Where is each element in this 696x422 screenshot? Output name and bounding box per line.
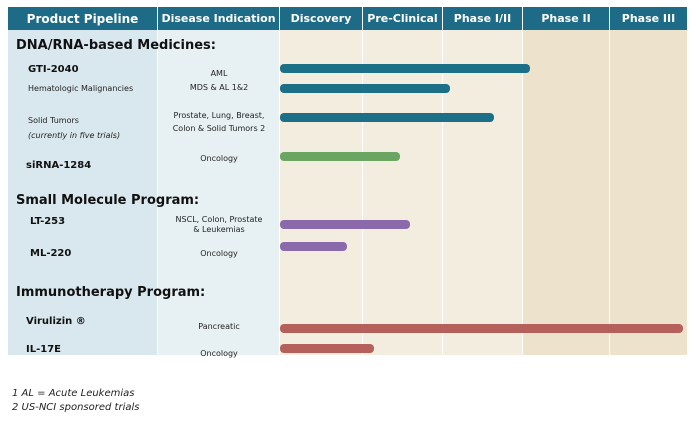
indication-solid-2: Colon & Solid Tumors 2 [172,124,266,133]
product-virulizin: Virulizin ® [26,316,86,327]
indication-virulizin: Pancreatic [198,322,240,331]
product-hematologic: Hematologic Malignancies [28,84,134,93]
product-gti-2040: GTI-2040 [28,64,79,75]
section-small-molecule: Small Molecule Program: [16,193,200,208]
indication-ml-220: Oncology [200,249,238,258]
progress-bar-lt-253 [280,220,411,229]
header-product: Product Pipeline [8,7,158,30]
header-phase-1-2: Phase I/II [443,7,523,30]
product-solid-tumors: Solid Tumors [28,116,79,125]
indication-column [158,30,280,355]
header-phase-3: Phase III [610,7,688,30]
header-indication: Disease Indication [158,7,280,30]
indication-solid-1: Prostate, Lung, Breast, [173,111,265,120]
progress-bar-hematologic-malignancies [280,84,451,93]
product-sirna-1284: siRNA-1284 [26,160,92,171]
header-discovery: Discovery [280,7,363,30]
footnote-2: 2 US-NCI sponsored trials [12,402,140,413]
section-dna-rna: DNA/RNA-based Medicines: [16,38,216,53]
phase-2-column [523,30,610,355]
indication-il-17e: Oncology [200,349,238,358]
progress-bar-virulizin- [280,324,684,333]
progress-bar-il-17e [280,344,375,353]
indication-lt-253-2: & Leukemias [193,225,245,234]
product-il-17e: IL-17E [26,344,61,355]
progress-bar-solid-tumors [280,113,495,122]
progress-bar-sirna-1284 [280,152,400,161]
progress-bar-ml-220 [280,242,348,251]
indication-lt-253-1: NSCL, Colon, Prostate [175,215,263,224]
indication-aml: AML [210,69,228,78]
preclinical-column [363,30,443,355]
phase-1-2-column [443,30,523,355]
product-solid-tumors-note: (currently in five trials) [28,131,121,140]
progress-bar-gti-2040 [280,64,530,73]
indication-sirna: Oncology [200,154,238,163]
discovery-column [280,30,363,355]
product-lt-253: LT-253 [30,216,66,227]
indication-mds: MDS & AL 1&2 [189,83,249,92]
section-immunotherapy: Immunotherapy Program: [16,285,206,300]
product-ml-220: ML-220 [30,248,72,259]
product-column [8,30,158,355]
header-phase-2: Phase II [523,7,610,30]
header-preclinical: Pre-Clinical [363,7,443,30]
footnote-1: 1 AL = Acute Leukemias [12,388,135,399]
phase-3-column [610,30,688,355]
